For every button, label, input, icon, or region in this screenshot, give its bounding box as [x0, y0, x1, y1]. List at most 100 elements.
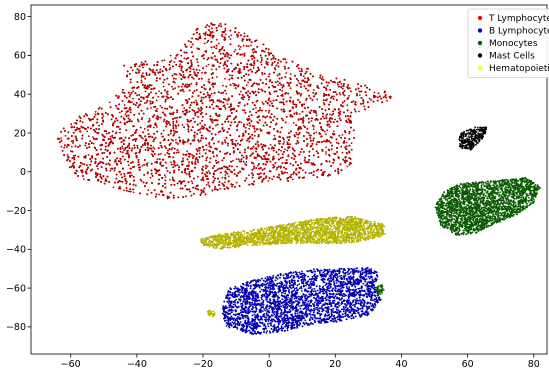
- data-point: [222, 64, 225, 67]
- data-point: [234, 49, 237, 51]
- data-point: [298, 82, 301, 84]
- data-point: [348, 130, 351, 133]
- data-point: [286, 172, 288, 174]
- data-point: [238, 48, 241, 51]
- data-point: [224, 106, 227, 109]
- data-point: [206, 156, 209, 159]
- data-point: [203, 42, 206, 45]
- data-point: [206, 58, 209, 61]
- data-point: [143, 102, 146, 104]
- data-point: [265, 109, 267, 112]
- data-point: [205, 148, 208, 151]
- data-point: [201, 71, 203, 74]
- data-point: [196, 61, 199, 63]
- data-point: [346, 104, 349, 107]
- data-point: [224, 174, 227, 176]
- data-point: [389, 97, 392, 100]
- data-point: [182, 90, 185, 93]
- data-point: [92, 142, 95, 145]
- data-point: [297, 137, 299, 139]
- data-point: [202, 137, 205, 140]
- data-point: [214, 124, 217, 127]
- data-point: [108, 101, 111, 104]
- data-point: [323, 102, 325, 104]
- data-point: [157, 95, 160, 98]
- data-point: [219, 187, 222, 190]
- data-point: [142, 72, 144, 75]
- data-point: [326, 129, 329, 132]
- data-point: [263, 158, 265, 161]
- data-point: [200, 134, 203, 137]
- data-point: [208, 78, 210, 81]
- data-point: [94, 110, 97, 113]
- data-point: [180, 85, 183, 88]
- data-point: [198, 69, 201, 72]
- data-point: [315, 114, 318, 117]
- data-point: [248, 127, 251, 130]
- data-point: [382, 96, 385, 99]
- data-point: [275, 168, 278, 171]
- data-point: [247, 119, 249, 122]
- data-point: [281, 87, 284, 89]
- data-point: [63, 146, 65, 149]
- data-point: [164, 176, 167, 179]
- data-point: [196, 175, 199, 178]
- data-point: [64, 134, 67, 137]
- data-point: [226, 103, 229, 105]
- data-point: [206, 41, 209, 44]
- data-point: [216, 168, 219, 171]
- data-point: [170, 161, 172, 164]
- data-point: [207, 63, 210, 66]
- data-point: [161, 59, 164, 62]
- data-point: [232, 82, 235, 85]
- data-point: [131, 174, 133, 177]
- data-point: [292, 122, 295, 124]
- data-point: [340, 83, 343, 85]
- data-point: [348, 132, 351, 135]
- data-point: [255, 156, 258, 159]
- data-point: [100, 176, 103, 179]
- data-point: [141, 165, 144, 167]
- data-point: [202, 32, 205, 35]
- data-point: [298, 113, 301, 115]
- data-point: [315, 112, 318, 114]
- data-point: [163, 59, 166, 62]
- data-point: [124, 113, 127, 116]
- data-point: [208, 185, 211, 188]
- data-point: [199, 131, 202, 134]
- data-point: [350, 142, 353, 145]
- data-point: [121, 145, 124, 148]
- data-point: [190, 82, 193, 85]
- data-point: [323, 130, 326, 133]
- data-point: [132, 90, 135, 93]
- data-point: [386, 99, 388, 102]
- data-point: [299, 70, 301, 73]
- data-point: [221, 33, 223, 36]
- data-point: [149, 135, 152, 138]
- data-point: [140, 180, 143, 183]
- data-point: [339, 93, 342, 96]
- data-point: [208, 170, 210, 172]
- data-point: [102, 115, 105, 118]
- data-point: [358, 110, 360, 113]
- data-point: [229, 74, 231, 77]
- data-point: [162, 85, 165, 88]
- data-point: [221, 176, 224, 179]
- data-point: [338, 92, 341, 94]
- data-point: [175, 127, 178, 129]
- data-point: [228, 35, 230, 38]
- data-point: [305, 99, 307, 101]
- data-point: [170, 59, 173, 62]
- data-point: [210, 68, 213, 71]
- data-point: [111, 136, 114, 139]
- data-point: [60, 145, 63, 148]
- data-point: [164, 154, 167, 156]
- data-point: [312, 128, 315, 131]
- series-t-lymphocytes: [57, 22, 392, 200]
- data-point: [265, 60, 268, 63]
- data-point: [140, 61, 143, 64]
- data-point: [121, 91, 124, 94]
- data-point: [333, 95, 335, 98]
- data-point: [247, 45, 250, 48]
- points-layer: [57, 22, 541, 335]
